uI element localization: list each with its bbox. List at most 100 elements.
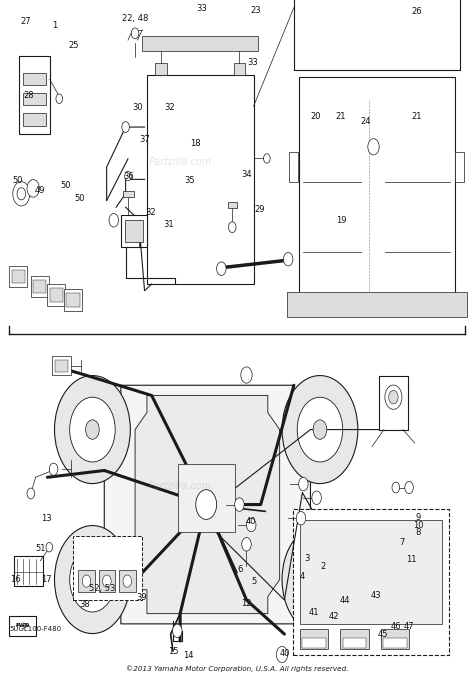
Bar bbox=[23, 73, 46, 85]
Text: 33: 33 bbox=[247, 57, 258, 67]
Text: 27: 27 bbox=[21, 17, 31, 26]
Text: 42: 42 bbox=[329, 612, 339, 621]
Bar bbox=[289, 152, 298, 182]
Circle shape bbox=[217, 262, 226, 275]
Text: 38: 38 bbox=[79, 599, 90, 609]
Circle shape bbox=[27, 488, 35, 499]
Bar bbox=[47, 284, 65, 306]
Bar bbox=[302, 638, 326, 648]
Circle shape bbox=[276, 647, 288, 663]
Text: 21: 21 bbox=[412, 111, 422, 121]
Bar bbox=[300, 629, 328, 649]
Text: 49: 49 bbox=[35, 186, 46, 195]
Bar bbox=[78, 570, 95, 592]
Circle shape bbox=[82, 575, 91, 587]
Text: ©2013 Yamaha Motor Corporation, U.S.A. All rights reserved.: ©2013 Yamaha Motor Corporation, U.S.A. A… bbox=[126, 665, 348, 672]
Circle shape bbox=[242, 537, 251, 551]
Text: 12: 12 bbox=[241, 599, 252, 608]
Text: 50: 50 bbox=[60, 181, 71, 190]
Circle shape bbox=[389, 390, 398, 404]
Text: 52, 53: 52, 53 bbox=[89, 584, 115, 593]
Text: 35: 35 bbox=[184, 176, 195, 186]
Text: Partzilla.com: Partzilla.com bbox=[148, 157, 212, 167]
Bar bbox=[55, 360, 68, 372]
Bar bbox=[52, 356, 71, 375]
Text: 33: 33 bbox=[196, 3, 207, 13]
Bar bbox=[12, 270, 25, 284]
Bar bbox=[299, 76, 455, 310]
Circle shape bbox=[55, 526, 130, 634]
Text: 2: 2 bbox=[320, 562, 326, 571]
Circle shape bbox=[313, 420, 327, 439]
Text: 50: 50 bbox=[13, 176, 23, 186]
Circle shape bbox=[299, 477, 308, 491]
Text: 45: 45 bbox=[378, 630, 388, 639]
Text: 31: 31 bbox=[163, 219, 173, 229]
Text: 16: 16 bbox=[10, 575, 21, 584]
Circle shape bbox=[385, 385, 402, 409]
Text: 24: 24 bbox=[361, 117, 371, 126]
Circle shape bbox=[312, 491, 321, 504]
Circle shape bbox=[264, 154, 270, 163]
Circle shape bbox=[296, 512, 306, 525]
Text: 18: 18 bbox=[191, 139, 201, 148]
Circle shape bbox=[241, 367, 252, 383]
Text: 32: 32 bbox=[146, 208, 156, 217]
Circle shape bbox=[55, 375, 130, 483]
Circle shape bbox=[392, 482, 400, 493]
Bar bbox=[228, 202, 237, 209]
Text: 50: 50 bbox=[74, 194, 85, 203]
Bar bbox=[455, 152, 464, 182]
Bar bbox=[31, 276, 49, 298]
Circle shape bbox=[70, 547, 115, 612]
Text: 39: 39 bbox=[136, 593, 146, 602]
Bar bbox=[9, 616, 36, 636]
Bar bbox=[99, 570, 115, 592]
Bar bbox=[155, 63, 167, 75]
Circle shape bbox=[282, 375, 358, 483]
Text: 8: 8 bbox=[415, 528, 421, 537]
Bar bbox=[119, 570, 136, 592]
Circle shape bbox=[46, 543, 53, 552]
Circle shape bbox=[235, 498, 244, 512]
Circle shape bbox=[102, 575, 111, 587]
Text: 40: 40 bbox=[246, 517, 256, 526]
Bar bbox=[19, 56, 50, 134]
Bar bbox=[340, 629, 369, 649]
Bar bbox=[383, 638, 407, 648]
Bar bbox=[381, 629, 409, 649]
Text: 44: 44 bbox=[340, 595, 350, 605]
Text: 17: 17 bbox=[41, 575, 52, 584]
Text: 43: 43 bbox=[371, 591, 381, 601]
Text: 26: 26 bbox=[412, 7, 422, 16]
Text: 13: 13 bbox=[41, 514, 52, 523]
Circle shape bbox=[70, 397, 115, 462]
Text: 15: 15 bbox=[168, 647, 178, 655]
Bar bbox=[33, 280, 46, 294]
Text: 34: 34 bbox=[241, 169, 252, 179]
Text: 10: 10 bbox=[413, 520, 423, 529]
Text: 6: 6 bbox=[237, 565, 243, 574]
Text: 5UGL100-F480: 5UGL100-F480 bbox=[9, 626, 62, 632]
Bar bbox=[123, 191, 134, 196]
Bar bbox=[121, 215, 147, 247]
Bar bbox=[178, 464, 235, 532]
Text: 9: 9 bbox=[415, 513, 421, 522]
Circle shape bbox=[196, 490, 217, 520]
Circle shape bbox=[49, 463, 58, 475]
Bar bbox=[287, 292, 467, 317]
Bar bbox=[234, 63, 245, 75]
Bar bbox=[300, 520, 442, 624]
Text: 40: 40 bbox=[279, 649, 290, 658]
Text: 19: 19 bbox=[336, 216, 346, 225]
Circle shape bbox=[297, 397, 343, 462]
Circle shape bbox=[313, 570, 327, 589]
Bar bbox=[142, 36, 258, 51]
Circle shape bbox=[405, 481, 413, 493]
Bar bbox=[379, 375, 408, 429]
Text: 11: 11 bbox=[406, 556, 417, 564]
Bar bbox=[9, 266, 27, 288]
Circle shape bbox=[125, 171, 131, 181]
Circle shape bbox=[368, 138, 379, 155]
Polygon shape bbox=[104, 385, 310, 624]
